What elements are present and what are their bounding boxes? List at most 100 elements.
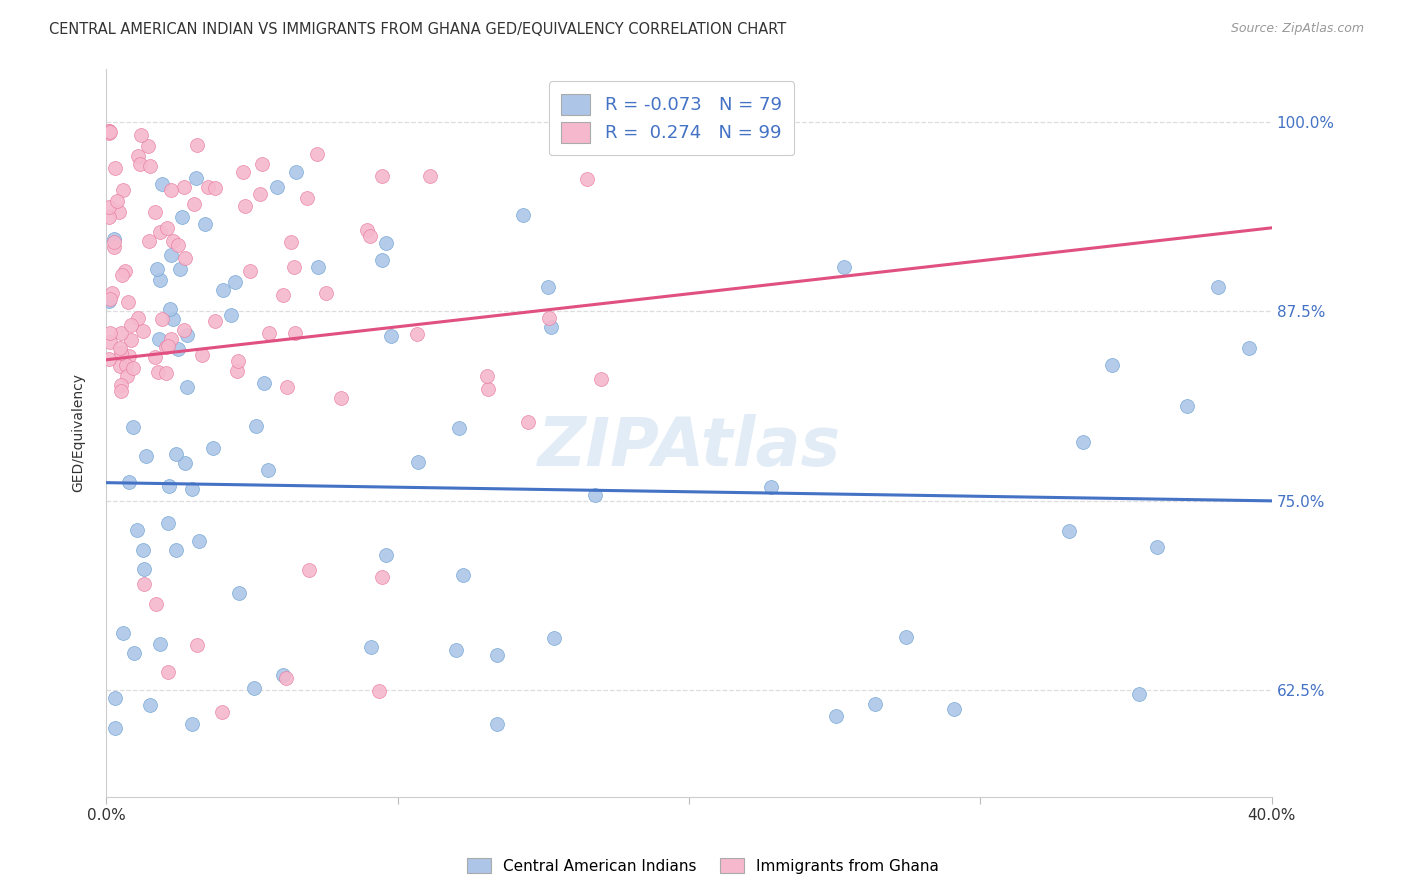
Point [167,238,190,252]
Point [145,597,167,611]
Point [356,223,378,237]
Point [447,421,470,435]
Point [149,637,172,651]
Point [149,273,172,287]
Point [115,358,138,372]
Text: Source: ZipAtlas.com: Source: ZipAtlas.com [1230,22,1364,36]
Point [98,210,121,224]
Point [98,125,121,139]
Point [305,146,328,161]
Point [406,454,429,468]
Point [197,180,219,194]
Point [202,442,225,456]
Point [112,183,135,197]
Point [166,342,188,356]
Point [271,668,294,682]
Point [122,360,145,375]
Point [120,318,142,333]
Point [543,632,565,646]
Point [139,159,162,173]
Point [307,260,329,274]
Point [212,283,235,297]
Point [181,717,204,731]
Point [186,138,208,153]
Point [257,463,280,477]
Point [98,124,121,138]
Point [173,456,195,470]
Point [280,235,302,250]
Point [170,210,193,224]
Point [204,314,226,328]
Point [131,128,153,142]
Point [194,217,217,231]
Point [405,326,427,341]
Point [1057,524,1080,538]
Point [157,338,180,352]
Point [419,169,441,184]
Point [274,671,297,685]
Point [131,543,153,558]
Point [120,333,142,347]
Point [138,234,160,248]
Point [98,293,121,308]
Point [537,310,560,325]
Point [233,199,256,213]
Point [371,169,394,183]
Point [359,228,381,243]
Point [183,197,205,211]
Point [176,327,198,342]
Point [98,326,121,340]
Point [512,208,534,222]
Point [104,690,127,705]
Point [115,369,138,384]
Point [181,482,204,496]
Point [486,717,509,731]
Point [118,349,141,363]
Point [252,376,274,390]
Point [160,183,183,197]
Point [103,240,125,254]
Point [110,384,132,398]
Point [204,180,226,194]
Point [121,420,143,434]
Point [150,177,173,191]
Point [108,205,131,219]
Point [224,275,246,289]
Point [162,234,184,248]
Point [150,311,173,326]
Point [174,252,197,266]
Point [575,172,598,186]
Point [370,569,392,583]
Point [173,323,195,337]
Point [249,187,271,202]
Point [239,264,262,278]
Point [114,264,136,278]
Point [159,301,181,316]
Point [537,280,560,294]
Point [148,365,170,379]
Point [226,353,249,368]
Point [132,562,155,576]
Y-axis label: GED/Equivalency: GED/Equivalency [72,373,86,492]
Point [284,326,307,340]
Point [162,312,184,326]
Point [98,352,121,367]
Point [187,534,209,549]
Point [149,225,172,239]
Point [103,235,125,249]
Point [375,236,398,251]
Legend: Central American Indians, Immigrants from Ghana: Central American Indians, Immigrants fro… [461,852,945,880]
Point [143,351,166,365]
Point [139,698,162,712]
Point [374,548,396,562]
Point [146,262,169,277]
Point [1146,541,1168,555]
Point [1175,399,1198,413]
Point [219,308,242,322]
Point [98,126,121,140]
Point [173,180,195,194]
Point [516,415,538,429]
Point [477,382,499,396]
Point [1128,687,1150,701]
Point [444,642,467,657]
